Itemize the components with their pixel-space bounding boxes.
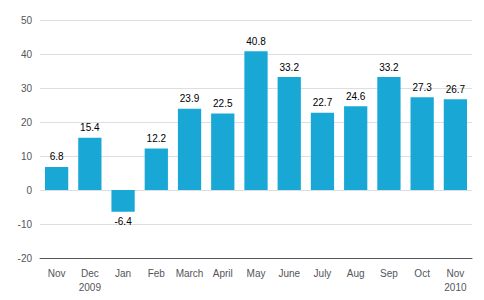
svg-text:-20: -20	[18, 253, 33, 264]
svg-text:23.9: 23.9	[180, 93, 200, 104]
svg-text:10: 10	[21, 151, 33, 162]
svg-text:50: 50	[21, 15, 33, 26]
svg-text:26.7: 26.7	[446, 84, 466, 95]
svg-text:0: 0	[26, 185, 32, 196]
svg-text:Sep: Sep	[380, 268, 398, 279]
svg-text:Aug: Aug	[347, 268, 365, 279]
svg-text:33.2: 33.2	[379, 62, 399, 73]
svg-text:Jan: Jan	[115, 268, 131, 279]
svg-text:40: 40	[21, 49, 33, 60]
svg-text:2010: 2010	[444, 282, 467, 293]
svg-text:Dec: Dec	[81, 268, 99, 279]
svg-text:15.4: 15.4	[80, 122, 100, 133]
svg-text:-10: -10	[18, 219, 33, 230]
svg-text:March: March	[176, 268, 204, 279]
svg-text:Oct: Oct	[414, 268, 430, 279]
svg-text:6.8: 6.8	[50, 151, 64, 162]
svg-text:20: 20	[21, 117, 33, 128]
svg-text:-6.4: -6.4	[114, 216, 132, 227]
svg-text:33.2: 33.2	[279, 62, 299, 73]
svg-text:40.8: 40.8	[246, 36, 266, 47]
svg-text:24.6: 24.6	[346, 91, 366, 102]
svg-text:Feb: Feb	[148, 268, 166, 279]
svg-text:May: May	[247, 268, 266, 279]
svg-text:30: 30	[21, 83, 33, 94]
svg-text:April: April	[213, 268, 233, 279]
svg-text:July: July	[314, 268, 332, 279]
svg-text:22.5: 22.5	[213, 98, 233, 109]
svg-text:22.7: 22.7	[313, 97, 333, 108]
svg-text:12.2: 12.2	[147, 133, 167, 144]
svg-text:Nov: Nov	[446, 268, 464, 279]
svg-text:27.3: 27.3	[412, 82, 432, 93]
svg-text:2009: 2009	[79, 282, 102, 293]
svg-text:Nov: Nov	[48, 268, 66, 279]
svg-text:June: June	[278, 268, 300, 279]
